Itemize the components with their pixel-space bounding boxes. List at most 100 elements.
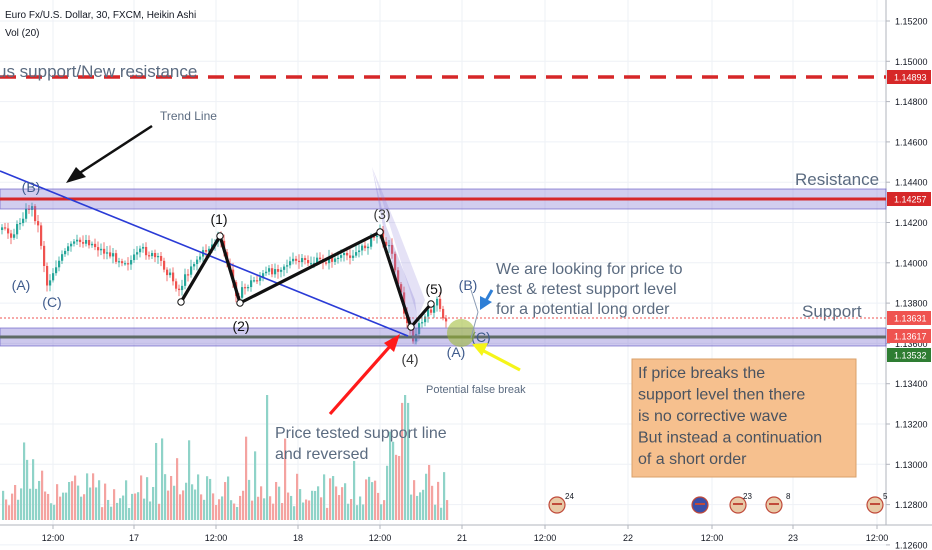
volume-bar (38, 480, 41, 520)
volume-bar (386, 465, 389, 520)
candle (76, 239, 79, 242)
volume-bar (2, 490, 5, 520)
candle (439, 298, 442, 309)
volume-bar (26, 459, 29, 520)
current-price-tag-upper (887, 311, 931, 325)
volume-bar (47, 493, 50, 520)
red-arrow-shaft (328, 342, 394, 416)
note-box (631, 358, 857, 478)
candle (193, 264, 196, 267)
candle (151, 252, 154, 257)
candle (112, 253, 115, 257)
candle (262, 273, 265, 278)
candle (37, 221, 40, 226)
candle (289, 261, 292, 266)
volume-bar (422, 489, 425, 520)
y-tick-label: 1.13000 (895, 460, 928, 470)
red-arrow-head (384, 334, 400, 352)
candle (355, 252, 358, 256)
x-tick-label: 12:00 (205, 533, 228, 543)
volume-bar (317, 486, 320, 520)
volume-bar (356, 505, 359, 520)
wave-label: (A) (12, 277, 31, 293)
volume-bar (44, 491, 47, 520)
candle (376, 235, 379, 238)
candle (334, 258, 337, 262)
candle (241, 287, 244, 298)
candle (22, 218, 25, 224)
projection-line-b (470, 311, 479, 339)
candle (25, 208, 28, 219)
note-line: If price breaks the (638, 365, 765, 382)
volume-bar (59, 496, 62, 520)
wave-count-line (179, 230, 433, 329)
volume-bar (203, 499, 206, 520)
flag-stripe (552, 503, 562, 505)
volume-bar (392, 441, 395, 520)
candle (367, 246, 370, 249)
candle (382, 229, 385, 242)
candle (250, 280, 253, 288)
x-tick-label: 18 (293, 533, 303, 543)
volume-bar (338, 495, 341, 520)
volume-bar (131, 493, 134, 520)
candle (307, 259, 310, 264)
flag-stripe (769, 503, 779, 505)
volume-bar (32, 459, 35, 520)
candle (115, 253, 118, 262)
candle (346, 252, 349, 256)
x-tick-label: 22 (623, 533, 633, 543)
event-badge-count: 8 (786, 492, 791, 501)
blue-annotation-line: for a potential long order (496, 301, 670, 318)
candle (418, 323, 421, 334)
trend-line (0, 170, 409, 337)
y-tick-label: 1.14800 (895, 97, 928, 107)
volume-bar (17, 499, 20, 520)
volume-bar (134, 493, 137, 520)
yellow-arrow-head (472, 343, 488, 356)
volume-bar (62, 492, 65, 520)
volume-bar (311, 490, 314, 520)
y-tick-label: 1.14600 (895, 137, 928, 147)
volume-bar (212, 493, 215, 520)
candle (187, 274, 190, 276)
volume-bar (314, 490, 317, 520)
false-break-label: Potential false break (426, 384, 526, 396)
volume-bar (272, 503, 275, 520)
resistance-price-tag (887, 192, 931, 206)
volume-bar (89, 487, 92, 520)
volume-bar (254, 451, 257, 520)
wave-label: (A) (447, 344, 466, 360)
volume-bar (236, 506, 239, 520)
volume-bar (410, 494, 413, 520)
chart-header: Euro Fx/U.S. Dollar, 30, FXCM, Heikin As… (5, 10, 196, 40)
candle (373, 236, 376, 238)
volume-bar (401, 402, 404, 520)
y-tick-label: 1.14000 (895, 258, 928, 268)
note-line: But instead a continuation (638, 430, 822, 447)
candle (67, 246, 70, 251)
volume-bar (110, 506, 113, 520)
x-tick-label: 23 (788, 533, 798, 543)
volume-bar (407, 402, 410, 520)
volume-bar (413, 480, 416, 520)
y-tick-label: 1.12800 (895, 500, 928, 510)
x-tick-label: 12:00 (42, 533, 65, 543)
volume-bar (389, 431, 392, 520)
candle (319, 257, 322, 260)
symbol-title[interactable]: Euro Fx/U.S. Dollar, 30, FXCM, Heikin As… (5, 10, 197, 21)
volume-indicator-label[interactable]: Vol (20) (5, 28, 40, 39)
volume-bar (425, 473, 428, 520)
wave-channel-b (372, 167, 425, 318)
volume-bar (188, 440, 191, 520)
x-tick-label: 17 (129, 533, 139, 543)
candle (205, 250, 208, 252)
candle (133, 254, 136, 261)
candle (433, 305, 436, 313)
volume-bar (95, 487, 98, 520)
event-badge-count: 23 (743, 492, 752, 501)
candle (283, 266, 286, 270)
volume-bar (395, 454, 398, 520)
volume-bar (8, 505, 11, 520)
